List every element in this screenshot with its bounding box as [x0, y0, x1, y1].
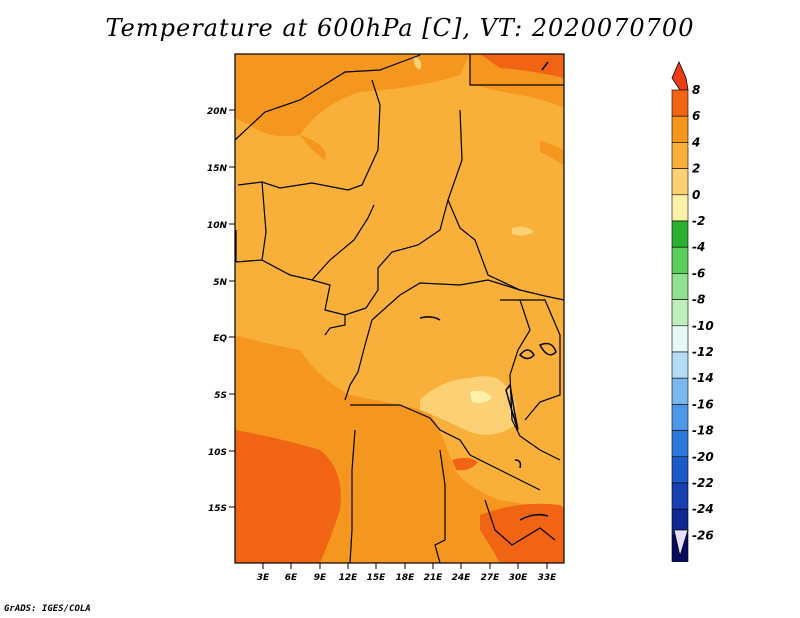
- lon-label: 21E: [424, 573, 444, 583]
- country-borders: [235, 54, 564, 563]
- lon-label: 15E: [367, 573, 387, 583]
- colorbar: 8 6 4 2 0 -2 -4 -6 -8 -10 -12 -14 -16 -18 -20 -22 -24 -26: [671, 61, 714, 562]
- field-east-patch: [540, 140, 564, 165]
- credit-text: GrADS: IGES/COLA: [4, 604, 91, 614]
- colorbar-label: -10: [692, 319, 714, 333]
- lat-label: 20N: [207, 107, 228, 117]
- lat-label: 10N: [207, 221, 228, 231]
- field-cool-patch-3: [413, 56, 422, 70]
- colorbar-label: -4: [692, 240, 705, 254]
- lat-label: 10S: [208, 448, 227, 458]
- colorbar-label: -12: [692, 345, 714, 359]
- colorbar-cell: [671, 115, 689, 143]
- colorbar-label: 4: [691, 135, 700, 149]
- field-north-2-4C: [235, 54, 470, 137]
- temperature-field: [235, 54, 564, 563]
- field-cool-patch-2: [470, 390, 492, 403]
- colorbar-top-arrow: [671, 61, 689, 91]
- colorbar-label: -24: [692, 502, 714, 516]
- colorbar-cell: [671, 168, 689, 196]
- lat-label: 15N: [207, 164, 228, 174]
- longitude-labels: 3E 6E 9E 12E 15E 18E 21E 24E 27E 30E 33E: [257, 573, 557, 583]
- field-patch-se-warm: [452, 457, 478, 471]
- colorbar-cell: [671, 220, 689, 248]
- colorbar-label: 2: [692, 162, 700, 176]
- lon-label: 6E: [285, 573, 298, 583]
- colorbar-label: -20: [692, 450, 714, 464]
- colorbar-label: -16: [692, 397, 714, 411]
- lon-label: 30E: [509, 573, 529, 583]
- colorbar-cells: [671, 89, 689, 562]
- colorbar-bottom-arrow: [673, 529, 689, 558]
- lon-label: 9E: [314, 573, 327, 583]
- lon-label: 24E: [452, 573, 472, 583]
- field-northeast-4-6C: [480, 54, 564, 78]
- colorbar-label: -14: [692, 371, 714, 385]
- field-cool-patch-4: [512, 226, 534, 236]
- colorbar-labels: 8 6 4 2 0 -2 -4 -6 -8 -10 -12 -14 -16 -18 -20 -22 -24 -26: [691, 83, 714, 542]
- lon-label: 27E: [481, 573, 501, 583]
- lon-label: 33E: [538, 573, 558, 583]
- colorbar-label: 6: [692, 109, 700, 123]
- lon-label: 12E: [339, 573, 359, 583]
- axis-ticks: [229, 109, 548, 569]
- colorbar-label: -26: [692, 528, 714, 542]
- field-southeast-4-6C: [480, 503, 564, 563]
- lon-label: 3E: [257, 573, 270, 583]
- lat-label: EQ: [213, 334, 227, 344]
- colorbar-label: 0: [692, 188, 700, 202]
- lat-label: 15S: [208, 504, 227, 514]
- lon-label: 18E: [396, 573, 416, 583]
- colorbar-cell: [671, 377, 689, 405]
- colorbar-cell: [671, 482, 689, 510]
- colorbar-label: -8: [692, 293, 705, 307]
- lakes: [419, 61, 557, 521]
- colorbar-label: -6: [692, 266, 705, 280]
- colorbar-cell: [671, 430, 689, 458]
- colorbar-cell: [671, 404, 689, 431]
- colorbar-cell: [671, 273, 689, 300]
- colorbar-cell: [671, 299, 689, 327]
- chart-title: Temperature at 600hPa [C], VT: 202007070…: [105, 14, 695, 42]
- colorbar-label: -22: [692, 476, 714, 490]
- field-patch-nw: [300, 135, 326, 160]
- map-frame: [234, 53, 565, 564]
- colorbar-cell: [671, 456, 689, 484]
- colorbar-label: 8: [692, 83, 700, 97]
- field-southwest-4-6C: [235, 430, 341, 563]
- colorbar-cell: [671, 142, 689, 169]
- colorbar-cell: [671, 325, 689, 353]
- lat-label: 5N: [213, 278, 227, 288]
- colorbar-cell: [671, 246, 689, 274]
- colorbar-label: -18: [692, 424, 714, 438]
- field-cool-patch-1: [420, 376, 517, 435]
- colorbar-label: -2: [692, 214, 705, 228]
- colorbar-cell: [671, 89, 689, 117]
- lat-label: 5S: [214, 391, 227, 401]
- colorbar-cell: [671, 194, 689, 222]
- colorbar-cell: [671, 351, 689, 379]
- latitude-labels: 20N 15N 10N 5N EQ 5S 10S 15S: [207, 107, 228, 514]
